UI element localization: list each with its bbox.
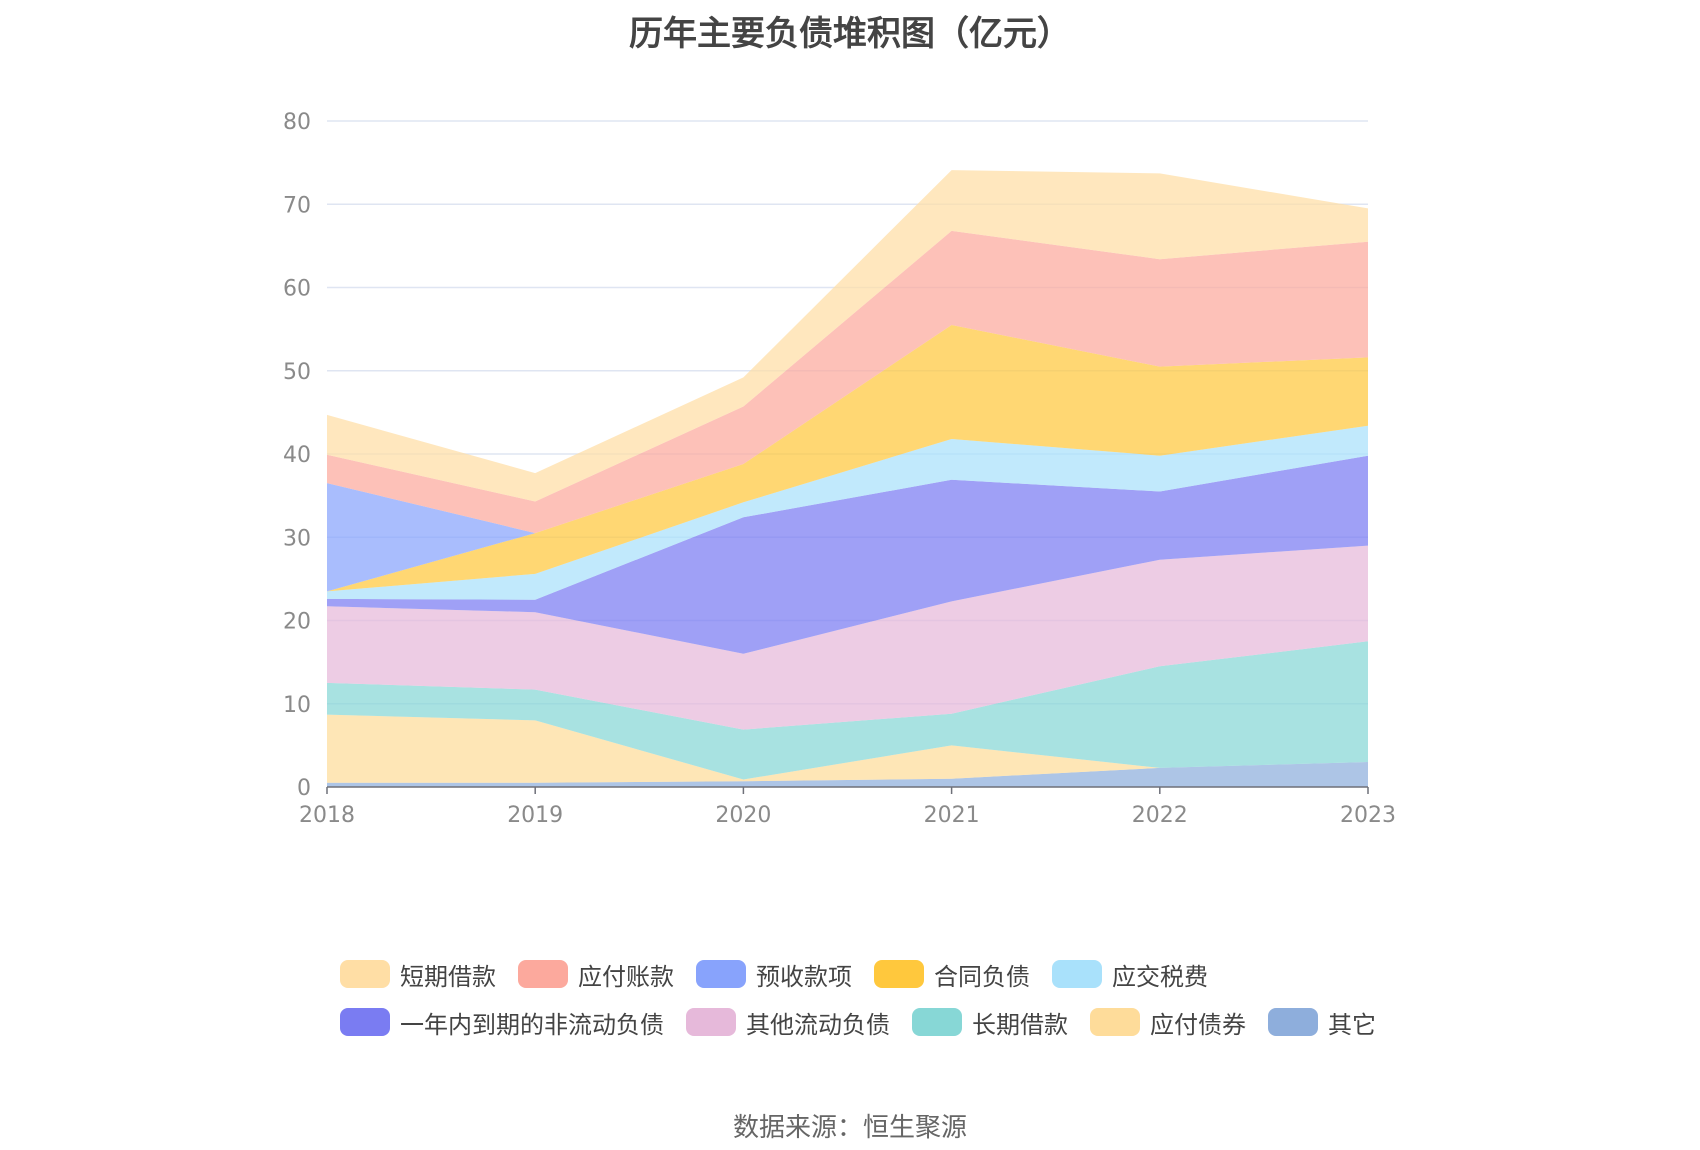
legend-label: 一年内到期的非流动负债 (400, 1010, 664, 1039)
legend-label: 长期借款 (972, 1010, 1068, 1039)
legend-item[interactable]: 预收款项 (696, 957, 852, 992)
y-tick-label: 60 (283, 277, 311, 302)
data-source: 数据来源：恒生聚源 (732, 1113, 967, 1143)
legend-label: 应付账款 (578, 962, 674, 991)
legend-swatch (874, 960, 924, 988)
legend-label: 其它 (1328, 1010, 1376, 1039)
legend: 短期借款 应付账款 预收款项 合同负债 应交税费 一年内到期的非流动负债 其他流动负债 长期… (340, 950, 1440, 1046)
area-应付债券 (327, 714, 1368, 783)
area-短期借款 (327, 170, 1368, 502)
legend-label: 预收款项 (756, 962, 852, 991)
legend-item[interactable]: 其它 (1268, 1005, 1376, 1040)
x-tick-label: 2023 (1340, 803, 1396, 828)
legend-swatch (518, 960, 568, 988)
legend-label: 应交税费 (1112, 962, 1208, 991)
legend-swatch (340, 960, 390, 988)
legend-swatch (1090, 1008, 1140, 1036)
chart-title: 历年主要负债堆积图（亿元） (629, 14, 1071, 54)
legend-item[interactable]: 长期借款 (912, 1005, 1068, 1040)
legend-item[interactable]: 其他流动负债 (686, 1005, 890, 1040)
legend-row-1: 短期借款 应付账款 预收款项 合同负债 应交税费 (340, 950, 1440, 998)
area-其它 (327, 762, 1368, 787)
y-tick-label: 30 (283, 526, 311, 551)
area-其他流动负债 (327, 545, 1368, 730)
legend-label: 短期借款 (400, 962, 496, 991)
legend-item[interactable]: 短期借款 (340, 957, 496, 992)
legend-item[interactable]: 合同负债 (874, 957, 1030, 992)
y-tick-label: 70 (283, 193, 311, 218)
x-tick-label: 2018 (299, 803, 355, 828)
legend-item[interactable]: 一年内到期的非流动负债 (340, 1005, 664, 1040)
legend-label: 应付债券 (1150, 1010, 1246, 1039)
legend-label: 合同负债 (934, 962, 1030, 991)
y-tick-label: 0 (297, 776, 311, 801)
y-tick-label: 50 (283, 360, 311, 385)
area-应交税费 (327, 425, 1368, 600)
legend-item[interactable]: 应交税费 (1052, 957, 1208, 992)
y-tick-label: 40 (283, 443, 311, 468)
area-一年内到期的非流动负债 (327, 455, 1368, 654)
legend-label: 其他流动负债 (746, 1010, 890, 1039)
legend-item[interactable]: 应付账款 (518, 957, 674, 992)
x-tick-label: 2020 (715, 803, 771, 828)
x-tick-label: 2022 (1132, 803, 1188, 828)
legend-swatch (696, 960, 746, 988)
area-长期借款 (327, 641, 1368, 780)
legend-swatch (1268, 1008, 1318, 1036)
legend-row-2: 一年内到期的非流动负债 其他流动负债 长期借款 应付债券 其它 (340, 998, 1440, 1046)
legend-item[interactable]: 应付债券 (1090, 1005, 1246, 1040)
y-tick-label: 10 (283, 693, 311, 718)
legend-swatch (912, 1008, 962, 1036)
legend-swatch (340, 1008, 390, 1036)
area-应付账款 (327, 230, 1368, 534)
legend-swatch (686, 1008, 736, 1036)
area-合同负债 (327, 325, 1368, 592)
x-tick-label: 2021 (924, 803, 980, 828)
legend-swatch (1052, 960, 1102, 988)
x-tick-label: 2019 (507, 803, 563, 828)
y-tick-label: 20 (283, 610, 311, 635)
y-tick-label: 80 (283, 110, 311, 135)
